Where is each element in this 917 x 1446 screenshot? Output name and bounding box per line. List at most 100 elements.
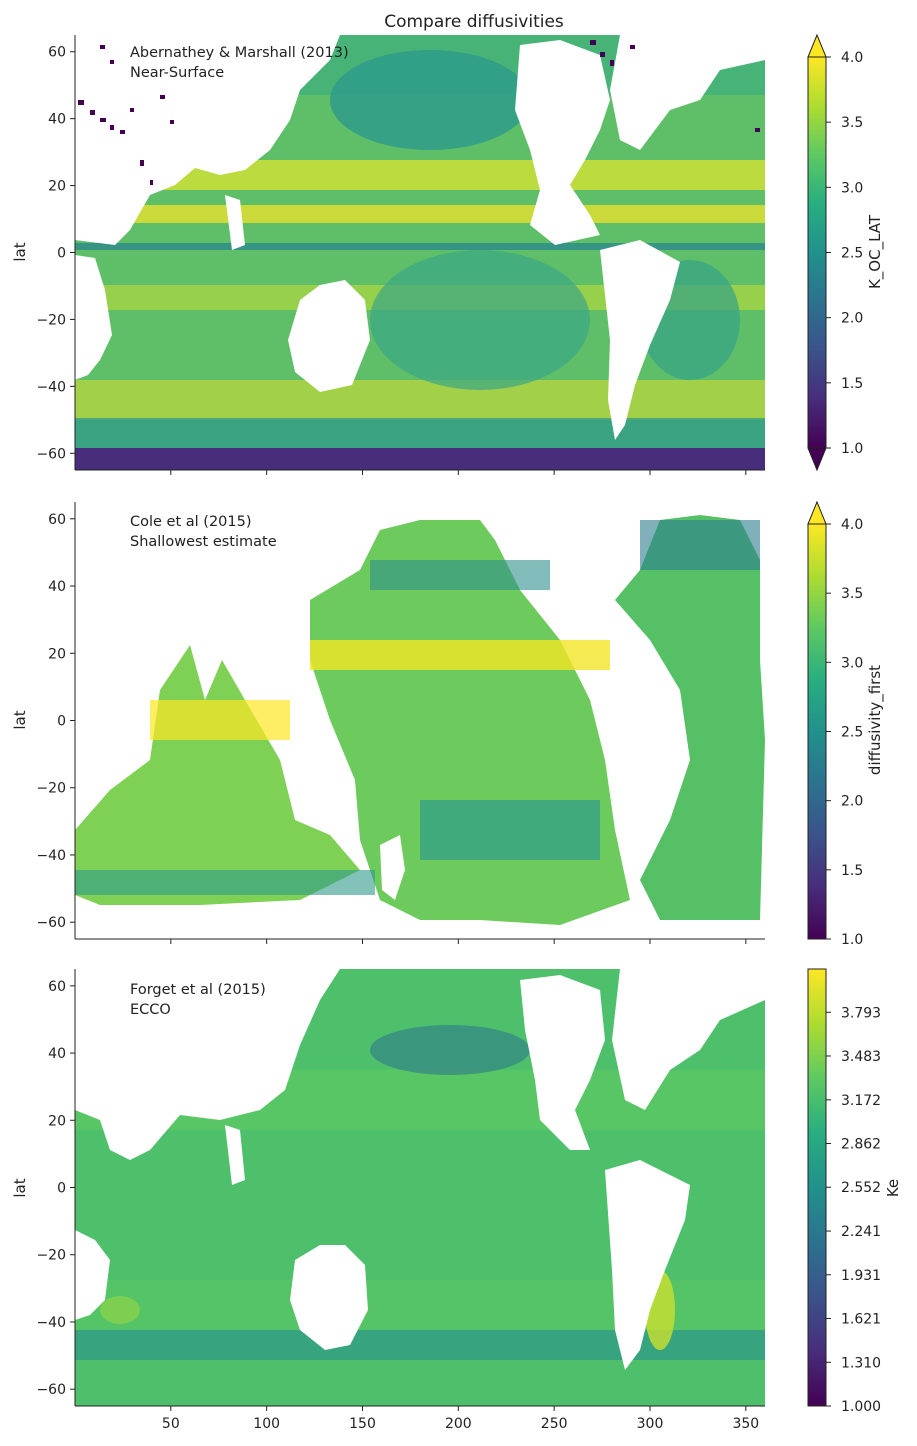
x-tick-label: 150 bbox=[349, 1416, 376, 1432]
colorbar-3: 3.793 3.483 3.172 2.862 2.552 2.241 1.931 1.621… bbox=[807, 968, 902, 1415]
y-axis-label: lat bbox=[11, 242, 29, 261]
panel-1-field bbox=[75, 35, 765, 470]
colorbar-tick-label: 2.0 bbox=[841, 311, 863, 327]
colorbar-label: K_OC_LAT bbox=[866, 214, 885, 289]
land-australia bbox=[290, 1245, 368, 1350]
field-patch bbox=[370, 1025, 530, 1075]
colorbar-extend-max bbox=[807, 500, 827, 525]
land-north-america bbox=[520, 975, 605, 1150]
y-axis-label: lat bbox=[11, 1178, 29, 1197]
y-tick-label: 40 bbox=[48, 1046, 66, 1062]
y-tick-label: −40 bbox=[36, 848, 66, 864]
field-band bbox=[640, 520, 760, 570]
land-africa bbox=[75, 255, 112, 380]
colorbar-tick-label: 3.0 bbox=[841, 655, 863, 671]
y-tick-labels: 60 40 20 0 −20 −40 −60 bbox=[36, 512, 75, 931]
float-coverage bbox=[75, 515, 765, 925]
x-tick-label: 50 bbox=[162, 1416, 180, 1432]
land-eurasia bbox=[75, 35, 340, 245]
colorbar-gradient bbox=[807, 523, 827, 940]
y-tick-label: −60 bbox=[36, 915, 66, 931]
panel-3-field bbox=[75, 969, 765, 1406]
y-tick-label: −40 bbox=[36, 1315, 66, 1331]
y-axis-label: lat bbox=[11, 710, 29, 729]
x-tick-label: 350 bbox=[732, 1416, 759, 1432]
x-ticks bbox=[170, 470, 747, 475]
y-tick-label: −60 bbox=[36, 1382, 66, 1398]
field-patch bbox=[330, 50, 530, 150]
x-ticks bbox=[170, 939, 747, 944]
field-band bbox=[75, 243, 765, 250]
colorbar-tick-label: 1.931 bbox=[841, 1268, 881, 1284]
annotation-line-2: ECCO bbox=[130, 1002, 171, 1018]
x-ticks: 50 100 150 200 250 300 350 bbox=[162, 1406, 759, 1432]
colorbar-tick-label: 1.621 bbox=[841, 1311, 881, 1327]
colorbar-tick-label: 2.241 bbox=[841, 1224, 881, 1240]
annotation-line-1: Cole et al (2015) bbox=[130, 514, 252, 530]
y-tick-label: −20 bbox=[36, 781, 66, 797]
atlantic-floats bbox=[615, 515, 765, 920]
colorbar-ticks: 4.0 3.5 3.0 2.5 2.0 1.5 1.0 bbox=[826, 50, 863, 457]
colorbar-tick-label: 3.172 bbox=[841, 1093, 881, 1109]
land-australia bbox=[288, 280, 370, 392]
y-tick-label: −40 bbox=[36, 379, 66, 395]
y-tick-label: 20 bbox=[48, 1113, 66, 1129]
colorbar-tick-label: 1.0 bbox=[841, 932, 863, 948]
y-tick-label: 60 bbox=[48, 512, 66, 528]
y-tick-labels: 60 40 20 0 −20 −40 −60 bbox=[36, 45, 75, 462]
field-band bbox=[75, 418, 765, 448]
y-tick-label: 40 bbox=[48, 112, 66, 128]
y-tick-label: 40 bbox=[48, 579, 66, 595]
colorbar-tick-label: 2.0 bbox=[841, 794, 863, 810]
annotation-line-1: Abernathey & Marshall (2013) bbox=[130, 45, 349, 61]
colorbar-tick-label: 3.793 bbox=[841, 1005, 881, 1021]
field-band bbox=[370, 560, 550, 590]
land-africa bbox=[75, 1230, 110, 1320]
colorbar-ticks: 3.793 3.483 3.172 2.862 2.552 2.241 1.931 1.621… bbox=[826, 1005, 881, 1415]
y-tick-label: −20 bbox=[36, 312, 66, 328]
field-patch bbox=[100, 1296, 140, 1324]
field-band bbox=[75, 380, 765, 420]
land-north-america bbox=[515, 40, 610, 245]
y-tick-label: 0 bbox=[57, 246, 66, 262]
land-south-america bbox=[600, 240, 680, 440]
colorbar-tick-label: 4.0 bbox=[841, 50, 863, 66]
colorbar-extend-max bbox=[807, 33, 827, 58]
colorbar-tick-label: 1.0 bbox=[841, 441, 863, 457]
colorbar-extend-min bbox=[807, 447, 827, 472]
indian-floats bbox=[75, 645, 360, 905]
y-tick-label: 0 bbox=[57, 1181, 66, 1197]
land-new-zealand-gap bbox=[380, 835, 405, 900]
y-tick-label: 20 bbox=[48, 179, 66, 195]
x-tick-label: 300 bbox=[637, 1416, 664, 1432]
low-value-speckle bbox=[78, 40, 760, 185]
y-tick-label: 60 bbox=[48, 45, 66, 61]
field-band bbox=[75, 870, 375, 895]
colorbar-tick-label: 3.483 bbox=[841, 1049, 881, 1065]
y-tick-labels: 60 40 20 0 −20 −40 −60 bbox=[36, 979, 75, 1398]
colorbar-gradient bbox=[807, 56, 827, 449]
land-india bbox=[225, 195, 245, 250]
x-tick-label: 250 bbox=[541, 1416, 568, 1432]
x-tick-label: 100 bbox=[253, 1416, 280, 1432]
annotation-line-2: Shallowest estimate bbox=[130, 534, 277, 550]
annotation-line-1: Forget et al (2015) bbox=[130, 982, 266, 998]
field-band bbox=[75, 448, 765, 470]
colorbar-tick-label: 1.5 bbox=[841, 376, 863, 392]
colorbar-tick-label: 1.5 bbox=[841, 863, 863, 879]
x-tick-label: 200 bbox=[445, 1416, 472, 1432]
colorbar-tick-label: 3.5 bbox=[841, 586, 863, 602]
land-south-america bbox=[605, 1160, 690, 1370]
colorbar-tick-label: 2.552 bbox=[841, 1180, 881, 1196]
y-tick-label: 60 bbox=[48, 979, 66, 995]
colorbar-tick-label: 3.5 bbox=[841, 115, 863, 131]
field-band bbox=[150, 700, 290, 740]
colorbar-tick-label: 3.0 bbox=[841, 180, 863, 196]
y-tick-label: −20 bbox=[36, 1248, 66, 1264]
land-europe-greenland bbox=[612, 969, 765, 1110]
land-mask bbox=[75, 35, 765, 440]
colorbar-tick-label: 2.5 bbox=[841, 725, 863, 741]
colorbar-ticks: 4.0 3.5 3.0 2.5 2.0 1.5 1.0 bbox=[826, 517, 863, 948]
annotation-line-2: Near-Surface bbox=[130, 65, 224, 81]
